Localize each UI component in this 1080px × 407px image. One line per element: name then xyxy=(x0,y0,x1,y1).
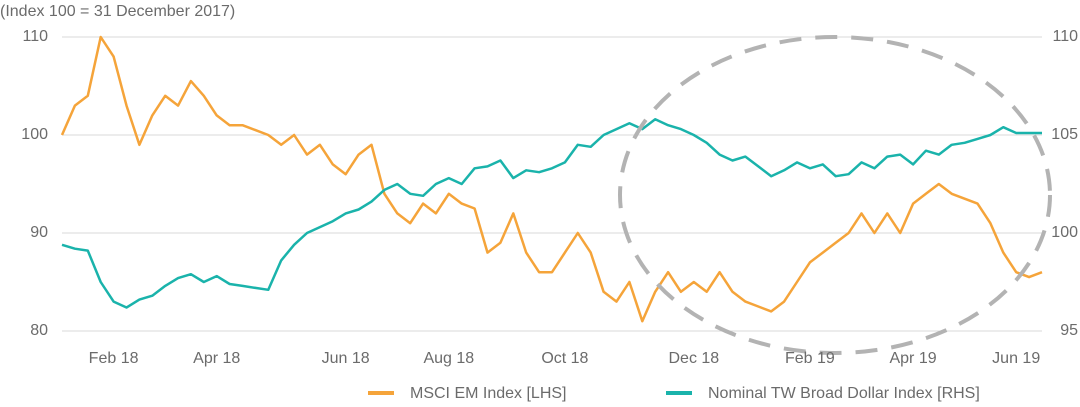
legend-label: Nominal TW Broad Dollar Index [RHS] xyxy=(708,385,980,402)
legend-label: MSCI EM Index [LHS] xyxy=(410,385,567,402)
x-tick-label: Jun 18 xyxy=(322,350,370,367)
y-tick-label: 90 xyxy=(30,224,48,241)
x-tick-label: Feb 19 xyxy=(785,350,835,367)
x-tick-label: Oct 18 xyxy=(541,350,588,367)
series-line xyxy=(61,118,1042,309)
x-tick-label: Jun 19 xyxy=(992,350,1040,367)
x-tick-label: Apr 18 xyxy=(193,350,240,367)
chart-subtitle: (Index 100 = 31 December 2017) xyxy=(0,3,235,20)
y-tick-label: 80 xyxy=(30,322,48,339)
x-tick-label: Dec 18 xyxy=(668,350,719,367)
y2-tick-label: 105 xyxy=(1051,126,1078,143)
highlight-ellipse xyxy=(618,35,1052,355)
x-tick-label: Apr 19 xyxy=(889,350,936,367)
x-tick-label: Feb 18 xyxy=(89,350,139,367)
y2-tick-label: 100 xyxy=(1051,224,1078,241)
y-tick-label: 100 xyxy=(21,126,48,143)
y2-tick-label: 110 xyxy=(1052,28,1078,45)
series-line xyxy=(60,35,1043,323)
y-tick-label: 110 xyxy=(22,28,48,45)
y2-tick-label: 95 xyxy=(1060,322,1078,339)
x-tick-label: Aug 18 xyxy=(423,350,474,367)
